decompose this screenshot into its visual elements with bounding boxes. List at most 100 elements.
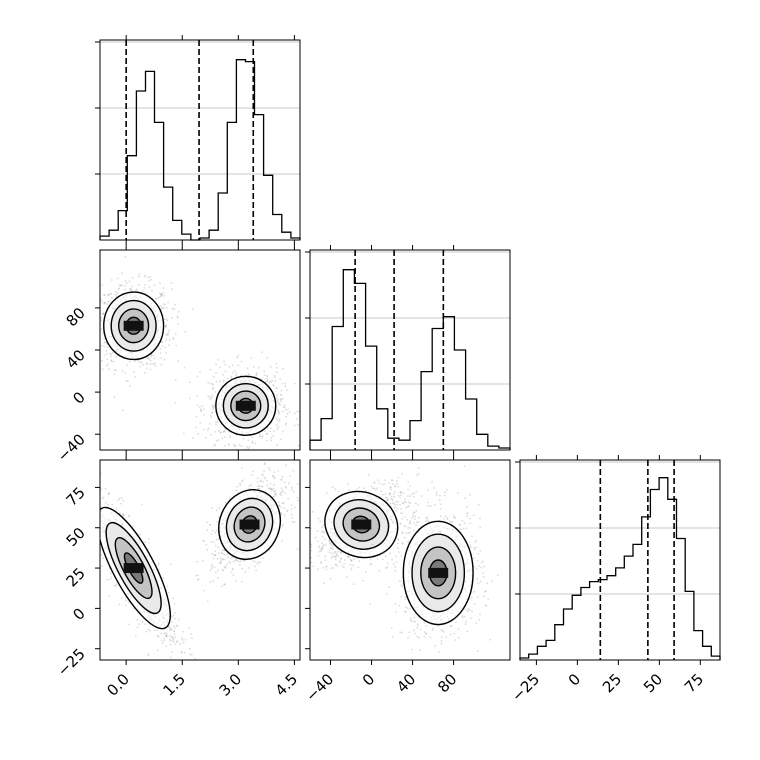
scatter-point [100,488,103,491]
scatter-point [195,574,198,577]
scatter-point [164,635,167,638]
scatter-point [150,353,153,356]
scatter-point [384,555,387,558]
scatter-point [216,520,219,523]
scatter-point [453,515,455,517]
scatter-point [207,427,210,430]
scatter-point [214,443,217,446]
scatter-point [395,500,398,503]
scatter-point [334,551,336,553]
scatter-point [127,515,130,518]
scatter-point [251,440,254,443]
scatter-point [280,494,283,496]
scatter-point [103,302,105,305]
scatter-point [111,503,114,506]
scatter-point [476,596,479,598]
scatter-point [174,402,177,404]
scatter-point [372,547,375,549]
scatter-point [257,561,260,564]
scatter-point [228,365,231,368]
scatter-point [278,418,281,420]
scatter-point [311,510,314,513]
scatter-point [373,487,376,490]
scatter-point [280,506,283,509]
scatter-point [223,558,225,561]
scatter-point [196,404,199,406]
scatter-point [229,562,232,565]
scatter-point [255,372,258,374]
scatter-point [223,436,226,438]
scatter-point [281,475,284,478]
scatter-point [212,375,215,378]
scatter-point [196,375,199,378]
scatter-point [280,394,283,396]
scatter-point [103,337,105,340]
scatter-point [240,360,243,363]
scatter-point [420,495,423,498]
scatter-point [483,565,486,568]
scatter-point [189,653,191,656]
scatter-point [273,471,276,474]
scatter-point [381,493,384,496]
panel-1d-param-2 [309,250,511,450]
scatter-point [171,317,173,319]
scatter-point [392,483,394,485]
scatter-point [406,518,409,521]
scatter-point [244,571,246,573]
scatter-point [250,484,253,486]
scatter-point [168,338,171,341]
scatter-point [268,549,271,552]
scatter-point [163,318,166,321]
scatter-point [250,474,253,476]
scatter-point [113,373,116,376]
scatter-point [167,331,170,334]
scatter-point [118,603,121,606]
scatter-point [211,394,214,396]
scatter-point [224,565,227,568]
scatter-point [197,579,199,581]
scatter-point [173,308,176,311]
scatter-point [165,635,168,637]
scatter-point [170,282,173,284]
scatter-point [120,272,123,275]
scatter-point [230,375,233,378]
scatter-point [434,645,437,647]
scatter-point [164,631,167,634]
scatter-point [291,521,294,523]
scatter-point [216,557,219,560]
scatter-point [205,543,208,546]
scatter-point [264,477,267,480]
scatter-point [202,540,205,542]
scatter-point [221,558,224,560]
scatter-point [471,610,473,613]
scatter-point [190,633,193,635]
scatter-point [291,504,293,507]
scatter-point [143,541,145,544]
scatter-point [321,542,323,545]
scatter-point [106,303,109,305]
scatter-point [446,516,449,519]
scatter-point [159,295,162,298]
scatter-point [124,280,127,283]
scatter-point [172,597,174,600]
scatter-point [212,557,215,560]
scatter-point [104,301,106,304]
scatter-point [385,499,388,502]
scatter-point [170,288,173,290]
scatter-point [293,412,296,415]
scatter-point [147,276,150,279]
scatter-point [203,589,206,592]
scatter-point [165,333,168,336]
scatter-point [167,591,170,594]
scatter-point [169,640,172,642]
scatter-point [330,557,333,559]
scatter-point [167,334,169,336]
scatter-point [235,579,238,582]
scatter-point [103,345,105,348]
scatter-point [227,556,229,558]
scatter-point [183,366,186,369]
scatter-point [449,624,452,627]
scatter-point [235,489,238,492]
scatter-point [454,516,457,519]
scatter-point [101,557,104,559]
